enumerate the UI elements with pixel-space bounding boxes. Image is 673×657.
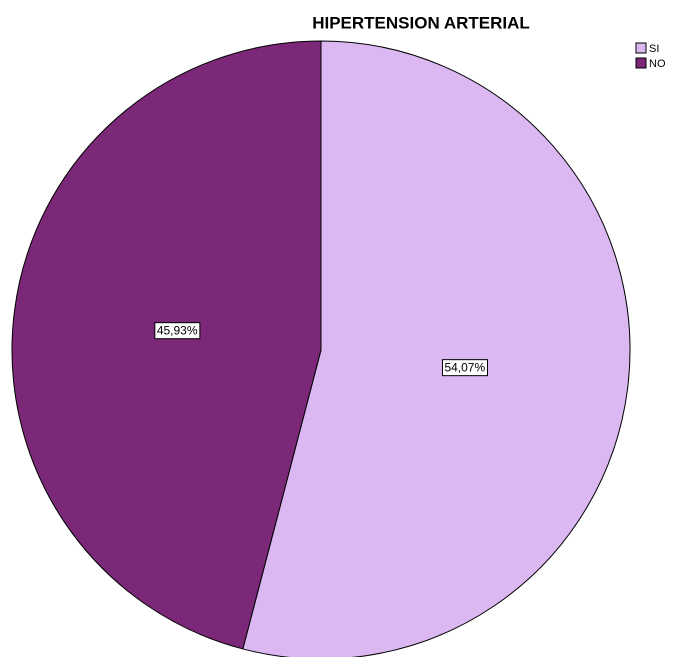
legend-label: SI <box>649 43 659 55</box>
label-box <box>441 359 488 377</box>
chart-title: HIPERTENSION ARTERIAL <box>312 13 530 32</box>
label-box <box>154 322 201 340</box>
pie-slice <box>242 40 631 657</box>
legend-label: NO <box>649 58 666 70</box>
legend-swatch <box>635 42 647 54</box>
data-label: 45,93% <box>157 324 198 338</box>
legend-swatch <box>635 57 647 69</box>
pie-slice <box>11 40 322 650</box>
data-label: 54,07% <box>444 361 485 375</box>
